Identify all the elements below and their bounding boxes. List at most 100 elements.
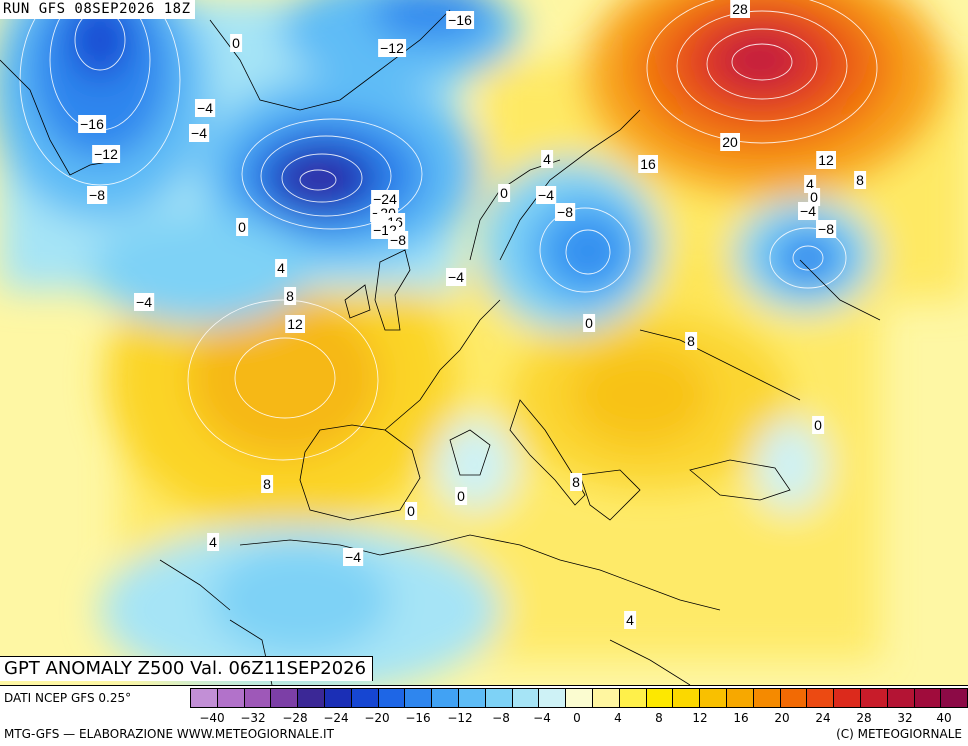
contour-label-bg [816,220,837,238]
contour-label: −8 [557,204,573,220]
contour-label: 0 [585,315,593,331]
legend-swatch [432,689,459,707]
contour-label-bg [720,133,740,151]
run-label: RUN GFS 08SEP2026 18Z [0,0,195,19]
legend-swatch [807,689,835,707]
contour-label: −8 [818,221,834,237]
legend-tick: 40 [936,711,952,725]
contour-label-bg [812,416,825,434]
legend-tick: −4 [533,711,551,725]
legend-swatch [458,689,486,707]
legend-swatch [941,689,968,707]
legend-swatch [700,689,727,707]
contour-label: −4 [345,549,361,565]
contour-label-bg [455,487,468,505]
contour-label-bg [92,145,121,163]
contour-label-bg [798,202,819,220]
anomaly-map: 0−16−1228−4−16−4−12−80−24−20−16−12−840−4… [0,0,968,685]
contour-label: −4 [538,187,554,203]
legend-tick: 0 [573,711,581,725]
contour-label: 28 [732,1,748,17]
contour-label: 8 [286,288,294,304]
contour-label-bg [816,151,836,169]
contour-label-bg [624,611,637,629]
legend-tick: −24 [323,711,349,725]
contour-label-bg [638,155,658,173]
legend-swatch [726,689,754,707]
contour-label-bg [275,259,288,277]
contour-label-bg [343,548,364,566]
contour-label: −12 [94,146,118,162]
credit-left: MTG-GFS — ELABORAZIONE WWW.METEOGIORNALE… [4,727,334,741]
legend-tick: 24 [815,711,831,725]
contour-label: −4 [136,294,152,310]
anomaly-field [0,0,968,685]
contour-label-bg [570,473,583,491]
legend-tick: 4 [614,711,622,725]
contour-labels: 0−16−1228−4−16−4−12−80−24−20−16−12−840−4… [78,0,867,629]
contour-label-bg [541,150,554,168]
legend-swatch [378,689,406,707]
contour-label-bg [498,184,511,202]
contour-label-bg [536,186,557,204]
legend-swatch [592,689,620,707]
contour-label: 4 [277,260,285,276]
contour-label-bg [189,124,210,142]
legend-tick: −40 [199,711,225,725]
contour-label-bg [371,190,400,208]
contour-label: −12 [380,40,404,56]
legend-swatch [914,689,942,707]
contour-label-bg [446,11,475,29]
contour-label: −24 [373,191,397,207]
legend-colorbar [190,688,968,708]
contour-label-bg [730,0,750,18]
legend-tick: −16 [405,711,431,725]
contour-label: −4 [800,203,816,219]
legend-swatch [673,689,701,707]
contour-label-bg [854,171,867,189]
contour-label: 0 [232,35,240,51]
footer: DATI NCEP GFS 0.25° −40 −32 −28 −24 −20 −16 −1… [0,685,968,746]
contour-label-bg [134,293,155,311]
contour-label: 4 [543,151,551,167]
legend-swatch [217,689,245,707]
legend-tick: 8 [655,711,663,725]
contour-label-bg [236,218,249,236]
contour-label-bg [195,99,216,117]
contour-label-bg [230,34,243,52]
contour-label-bg [405,502,418,520]
isolines [19,0,878,461]
contour-label: 0 [814,417,822,433]
legend-tick: −8 [492,711,510,725]
legend-tick: −12 [447,711,473,725]
legend-tick: −32 [240,711,266,725]
contour-label: 8 [687,333,695,349]
coastlines [0,9,881,685]
contour-label-bg [388,231,409,249]
contour-label: 20 [722,134,738,150]
contour-label: −4 [197,100,213,116]
contour-label: −8 [390,232,406,248]
contour-label: 16 [640,156,656,172]
contour-label-bg [583,314,596,332]
contour-label: −4 [191,125,207,141]
contour-label-bg [261,475,274,493]
contour-label: 8 [263,476,271,492]
contour-label: −4 [448,269,464,285]
contour-label: −16 [448,12,472,28]
contour-label-bg [555,203,576,221]
legend-swatch [512,689,540,707]
legend-swatch [298,689,325,707]
contour-label: −8 [89,187,105,203]
legend-swatch [271,689,299,707]
contour-label-bg [207,533,220,551]
contour-label: 8 [572,474,580,490]
credit-right: (C) METEOGIORNALE [836,727,962,741]
legend-swatch [324,689,352,707]
legend-swatch [887,689,915,707]
contour-label: 4 [209,534,217,550]
legend-tick: −28 [282,711,308,725]
contour-label-bg [808,188,821,206]
legend-tick: −20 [364,711,390,725]
contour-label-bg [284,287,297,305]
